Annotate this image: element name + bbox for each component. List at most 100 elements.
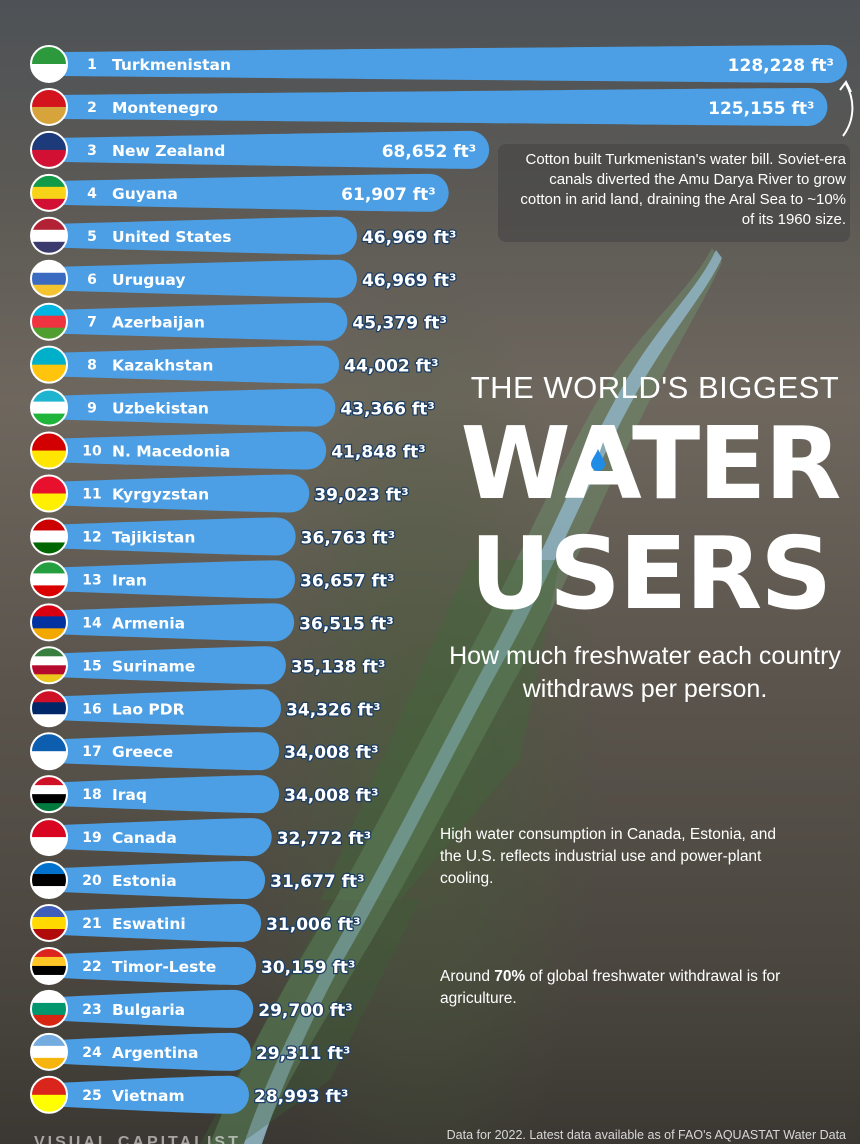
country-label: Vietnam	[112, 1087, 185, 1105]
value-label: 36,657 ft³	[300, 571, 395, 591]
bar	[60, 474, 310, 513]
rank-label: 22	[82, 959, 101, 975]
bar	[60, 45, 847, 83]
value-label: 34,008 ft³	[284, 786, 379, 806]
country-label: Azerbaijan	[112, 314, 205, 332]
kyrgyzstan-flag-icon	[30, 474, 68, 513]
country-label: Iran	[112, 571, 147, 589]
country-label: Guyana	[112, 185, 178, 203]
suriname-flag-icon	[30, 646, 68, 685]
annotation-agriculture: Around 70% of global freshwater withdraw…	[440, 966, 800, 1010]
value-label: 35,138 ft³	[291, 657, 386, 677]
bar-row: 2 Montenegro 125,155 ft³	[30, 87, 828, 126]
bar	[60, 732, 280, 771]
timor-leste-flag-icon	[30, 946, 68, 985]
bar-row: 13 Iran 36,657 ft³	[30, 560, 396, 599]
country-label: Timor-Leste	[112, 958, 216, 976]
rank-label: 18	[82, 787, 101, 803]
canada-flag-icon	[30, 818, 68, 857]
turkmenistan-note: Cotton built Turkmenistan's water bill. …	[520, 151, 846, 228]
bar-row: 19 Canada 32,772 ft³	[30, 818, 373, 857]
rank-label: 10	[82, 444, 102, 460]
rank-label: 21	[82, 916, 101, 932]
bar	[60, 388, 336, 427]
farmland-strip-shape	[200, 900, 420, 1144]
farmland-strip-shape	[320, 560, 560, 900]
greece-flag-icon	[30, 732, 68, 771]
bar-row: 10 N. Macedonia 41,848 ft³	[30, 431, 427, 470]
annotation-industrial: High water consumption in Canada, Estoni…	[440, 826, 777, 887]
country-label: Estonia	[112, 872, 177, 890]
value-label: 29,311 ft³	[256, 1044, 350, 1064]
value-label: 46,969 ft³	[362, 228, 457, 248]
country-label: Kazakhstan	[112, 357, 213, 375]
laos-flag-icon	[30, 689, 68, 728]
bar-row: 17 Greece 34,008 ft³	[30, 732, 380, 771]
rank-label: 16	[82, 701, 101, 717]
country-label: Uruguay	[112, 271, 185, 289]
bar-row: 16 Lao PDR 34,326 ft³	[30, 689, 382, 728]
turkmenistan-flag-icon	[30, 45, 68, 83]
bar	[60, 1075, 250, 1114]
rank-label: 8	[87, 358, 97, 374]
country-label: Suriname	[112, 657, 195, 675]
bar	[60, 861, 266, 900]
bar	[60, 259, 357, 298]
value-label: 39,023 ft³	[314, 486, 409, 506]
country-label: Lao PDR	[112, 700, 185, 718]
value-label: 36,763 ft³	[301, 528, 396, 548]
bar-row: 25 Vietnam 28,993 ft³	[30, 1075, 350, 1114]
bar-row: 8 Kazakhstan 44,002 ft³	[30, 345, 440, 384]
value-label: 125,155 ft³	[708, 99, 814, 119]
rank-label: 2	[87, 100, 97, 116]
country-label: Armenia	[112, 614, 185, 632]
estonia-flag-icon	[30, 861, 68, 900]
country-label: Argentina	[112, 1044, 199, 1062]
bar-row: 6 Uruguay 46,969 ft³	[30, 259, 458, 298]
bar	[60, 173, 449, 212]
annotation-agriculture-post: of global freshwater withdrawal is for a…	[440, 968, 781, 1007]
bar	[60, 216, 357, 255]
bar	[60, 560, 296, 599]
bar	[60, 431, 327, 470]
value-label: 44,002 ft³	[344, 357, 439, 377]
argentina-flag-icon	[30, 1032, 68, 1071]
country-label: N. Macedonia	[112, 443, 230, 461]
rank-label: 4	[87, 186, 97, 202]
value-label: 46,969 ft³	[362, 271, 457, 291]
bar	[60, 689, 282, 728]
rank-label: 9	[87, 401, 97, 417]
uzbekistan-flag-icon	[30, 388, 68, 427]
uruguay-flag-icon	[30, 259, 68, 298]
bar-row: 24 Argentina 29,311 ft³	[30, 1032, 352, 1071]
value-label: 34,008 ft³	[284, 743, 379, 763]
bar	[60, 302, 348, 341]
bar-row: 5 United States 46,969 ft³	[30, 216, 458, 255]
vietnam-flag-icon	[30, 1075, 68, 1114]
country-label: New Zealand	[112, 142, 225, 160]
country-label: Kyrgyzstan	[112, 486, 209, 504]
armenia-flag-icon	[30, 603, 68, 642]
bar-row: 9 Uzbekistan 43,366 ft³	[30, 388, 436, 427]
country-label: Montenegro	[112, 99, 218, 117]
value-label: 68,652 ft³	[382, 142, 477, 162]
bar-row: 1 Turkmenistan 128,228 ft³	[30, 45, 847, 83]
rank-label: 19	[82, 830, 101, 846]
bar	[60, 646, 286, 685]
rank-label: 20	[82, 873, 102, 889]
rank-label: 1	[87, 57, 97, 73]
country-label: Tajikistan	[112, 528, 195, 546]
bar	[60, 818, 272, 857]
canal-water-shape	[244, 250, 722, 1144]
country-label: Turkmenistan	[112, 56, 231, 74]
value-label: 30,159 ft³	[261, 958, 356, 978]
bar-row: 21 Eswatini 31,006 ft³	[30, 904, 362, 942]
bar-row: 18 Iraq 34,008 ft³	[30, 775, 380, 814]
bar	[60, 989, 254, 1028]
country-label: Iraq	[112, 786, 147, 804]
bars-layer: 1 Turkmenistan 128,228 ft³ 2 Montenegro 125,1…	[30, 45, 847, 1114]
country-label: Canada	[112, 829, 177, 847]
value-label: 43,366 ft³	[340, 400, 435, 420]
rank-label: 13	[82, 572, 101, 588]
